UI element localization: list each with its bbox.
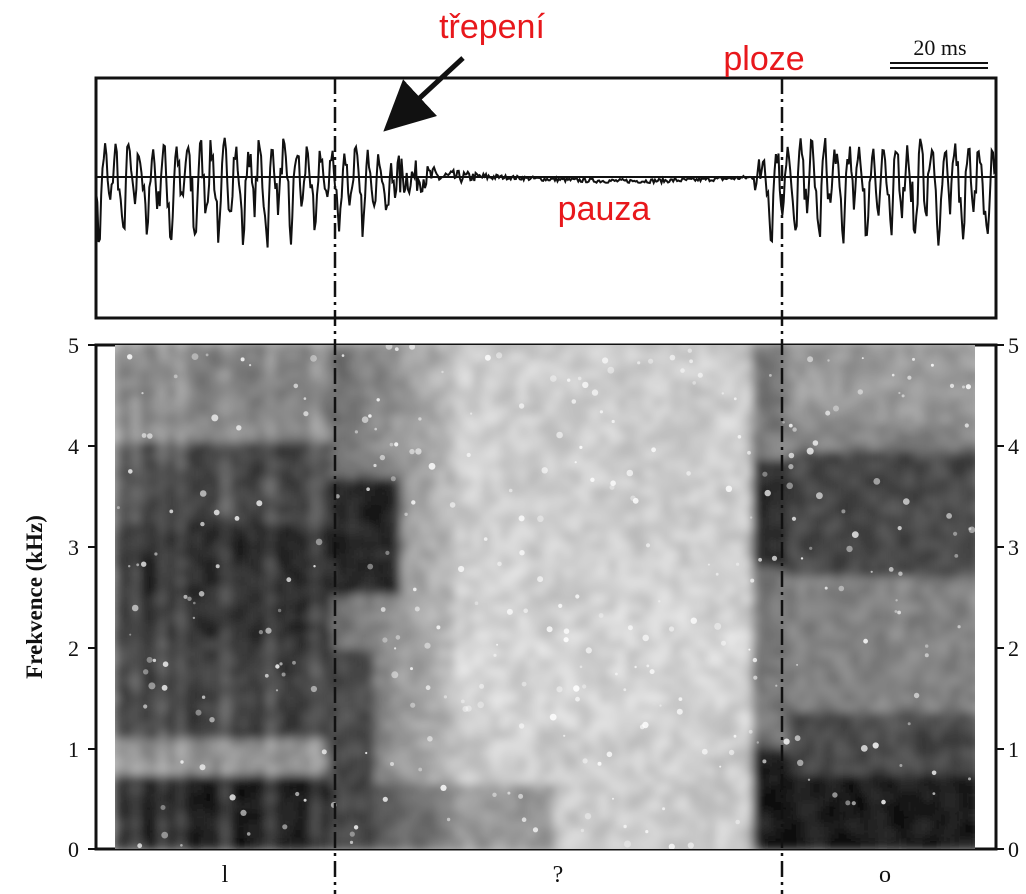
- y-tick-right-2: 2: [1008, 636, 1019, 661]
- segment-label-o: o: [879, 862, 891, 888]
- annotation-plosion: ploze: [723, 40, 804, 78]
- annotation-pause: pauza: [558, 190, 651, 228]
- y-tick-left-4: 4: [68, 434, 79, 459]
- y-tick-left-2: 2: [68, 636, 79, 661]
- spectrogram-panel: [94, 343, 998, 851]
- y-tick-right-0: 0: [1008, 837, 1019, 862]
- annotation-fray: třepení: [439, 8, 545, 46]
- waveform-frame: [94, 76, 998, 320]
- scale-bar-label: 20 ms: [913, 35, 966, 60]
- spectrogram-speckles: [116, 345, 975, 849]
- y-tick-left-1: 1: [68, 737, 79, 762]
- waveform-trace: [96, 137, 996, 248]
- frequency-ticks: 0 1 2 3 4 5 0 1 2 3 4 5: [68, 333, 1019, 862]
- y-axis-label: Frekvence (kHz): [22, 515, 47, 679]
- y-tick-right-1: 1: [1008, 737, 1019, 762]
- waveform-panel: [94, 76, 998, 320]
- fray-arrow: [383, 56, 465, 132]
- y-tick-left-3: 3: [68, 535, 79, 560]
- segment-label-l: l: [222, 862, 229, 888]
- y-tick-right-5: 5: [1008, 333, 1019, 358]
- y-tick-left-5: 5: [68, 333, 79, 358]
- y-tick-left-0: 0: [68, 837, 79, 862]
- y-tick-right-3: 3: [1008, 535, 1019, 560]
- y-tick-right-4: 4: [1008, 434, 1019, 459]
- segment-label-glottal: ?: [553, 862, 564, 888]
- spectrogram-image: [115, 345, 975, 849]
